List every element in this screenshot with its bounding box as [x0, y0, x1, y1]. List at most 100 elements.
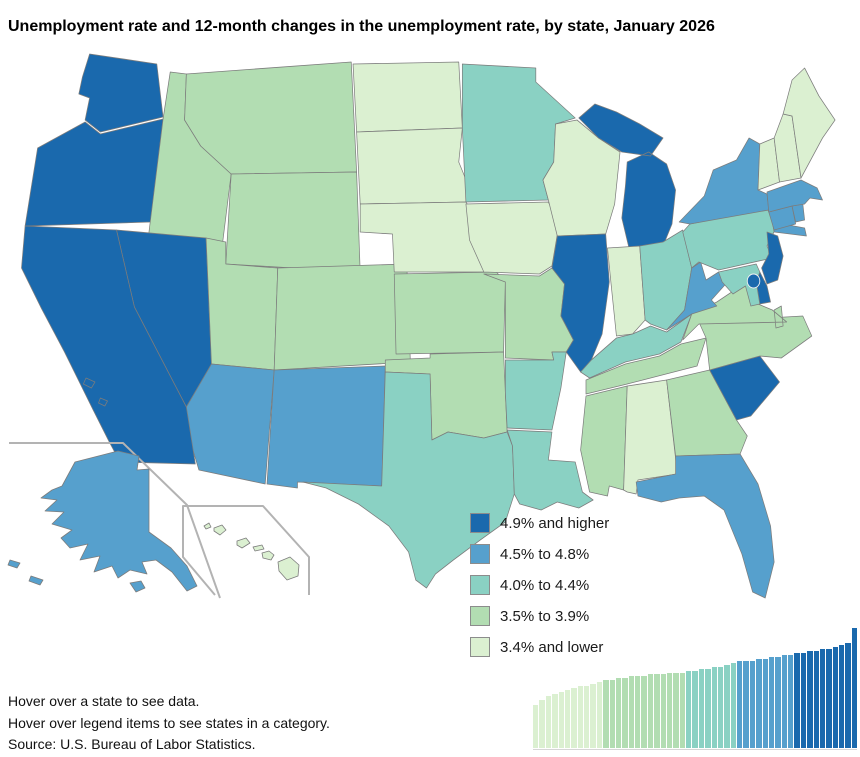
hint-hover-legend: Hover over legend items to see states in… [8, 714, 330, 731]
state-or[interactable] [24, 118, 164, 227]
mini-bar [596, 682, 603, 748]
mini-bar [533, 705, 539, 748]
mini-bar [609, 680, 615, 748]
legend-swatch [470, 513, 490, 533]
state-la[interactable] [506, 429, 594, 511]
state-dc[interactable] [746, 273, 761, 289]
state-il[interactable] [551, 233, 610, 373]
inset-border [182, 505, 310, 596]
page-title: Unemployment rate and 12-month changes i… [8, 17, 715, 35]
mini-bar [679, 673, 685, 748]
state-tx[interactable] [302, 371, 515, 589]
source-note: Source: U.S. Bureau of Labor Statistics. [8, 736, 256, 752]
mini-bar [826, 649, 832, 748]
mini-bar [743, 661, 749, 748]
mini-bar [564, 690, 571, 748]
mini-bar [800, 653, 807, 748]
mini-bar [781, 655, 787, 748]
legend-item-3[interactable]: 3.5% to 3.9% [470, 606, 609, 626]
legend-label: 4.9% and higher [500, 514, 610, 532]
state-nc[interactable] [698, 315, 813, 371]
mini-bar [839, 645, 845, 748]
state-wa[interactable] [78, 53, 164, 133]
state-sd[interactable] [356, 127, 469, 205]
mini-bar [794, 653, 800, 748]
mini-bar [654, 674, 660, 748]
mini-bar [711, 667, 717, 748]
mini-bar [756, 659, 762, 748]
mini-bar [730, 663, 736, 748]
mini-bar [584, 686, 590, 748]
state-in[interactable] [607, 245, 646, 337]
mini-bar [692, 671, 698, 748]
mini-bar [622, 678, 628, 748]
legend-label: 4.5% to 4.8% [500, 545, 590, 563]
mini-bar [641, 676, 647, 748]
mini-bar [635, 676, 641, 748]
state-ky[interactable] [580, 313, 693, 379]
mini-bar [724, 665, 730, 748]
state-me[interactable] [782, 67, 836, 179]
hint-hover-state: Hover over a state to see data. [8, 693, 200, 709]
mini-bar [628, 676, 634, 748]
state-nd[interactable] [352, 61, 463, 133]
mini-bar [832, 647, 838, 748]
legend-item-0[interactable]: 4.9% and higher [470, 513, 609, 533]
state-mi[interactable] [578, 103, 676, 249]
inset-border [9, 442, 221, 599]
mini-bar [615, 678, 622, 748]
mini-bar [590, 684, 596, 748]
mini-bar [577, 686, 583, 748]
state-ak[interactable] [7, 450, 198, 593]
state-nm[interactable] [266, 365, 386, 489]
mini-bar [558, 692, 564, 748]
mini-bar [737, 661, 743, 748]
mini-chart-baseline [533, 749, 857, 750]
legend-item-4[interactable]: 3.4% and lower [470, 637, 609, 657]
mini-bar [717, 667, 724, 748]
mini-bar [768, 657, 775, 748]
mini-bar [813, 651, 819, 748]
state-wy[interactable] [225, 171, 361, 273]
mini-bar [845, 643, 851, 748]
legend-label: 3.5% to 3.9% [500, 607, 590, 625]
state-ca[interactable] [21, 225, 196, 465]
legend-swatch [470, 544, 490, 564]
legend-label: 4.0% to 4.4% [500, 576, 590, 594]
mini-bar [673, 673, 679, 748]
state-nj[interactable] [761, 231, 784, 285]
mini-bar [807, 651, 813, 748]
state-md[interactable] [718, 263, 761, 307]
mini-bar [539, 700, 545, 748]
state-ma[interactable] [766, 179, 823, 213]
legend-swatch [470, 606, 490, 626]
mini-bar [552, 694, 558, 748]
mini-bar [819, 649, 826, 748]
mini-bar [705, 669, 711, 748]
map-legend: 4.9% and higher 4.5% to 4.8% 4.0% to 4.4% 3… [470, 513, 609, 668]
state-ia[interactable] [465, 201, 560, 275]
mini-bar [749, 661, 756, 748]
legend-item-2[interactable]: 4.0% to 4.4% [470, 575, 609, 595]
mini-bar [851, 628, 858, 748]
state-rate-mini-bar-chart [533, 628, 858, 748]
legend-swatch [470, 575, 490, 595]
state-ar[interactable] [504, 351, 567, 431]
state-hi[interactable] [203, 522, 300, 581]
mini-bar [571, 688, 577, 748]
state-ms[interactable] [580, 385, 628, 497]
mini-bar [647, 674, 654, 748]
mini-bar [762, 659, 768, 748]
state-fl[interactable] [635, 453, 775, 599]
legend-swatch [470, 637, 490, 657]
mini-bar [698, 669, 705, 748]
mini-bar [666, 673, 673, 748]
footer-notes: Hover over a state to see data. Hover ov… [8, 691, 330, 756]
legend-item-1[interactable]: 4.5% to 4.8% [470, 544, 609, 564]
state-co[interactable] [273, 263, 411, 371]
legend-label: 3.4% and lower [500, 638, 604, 656]
mini-bar [603, 680, 609, 748]
state-ks[interactable] [393, 271, 506, 355]
mini-bar [545, 696, 552, 748]
